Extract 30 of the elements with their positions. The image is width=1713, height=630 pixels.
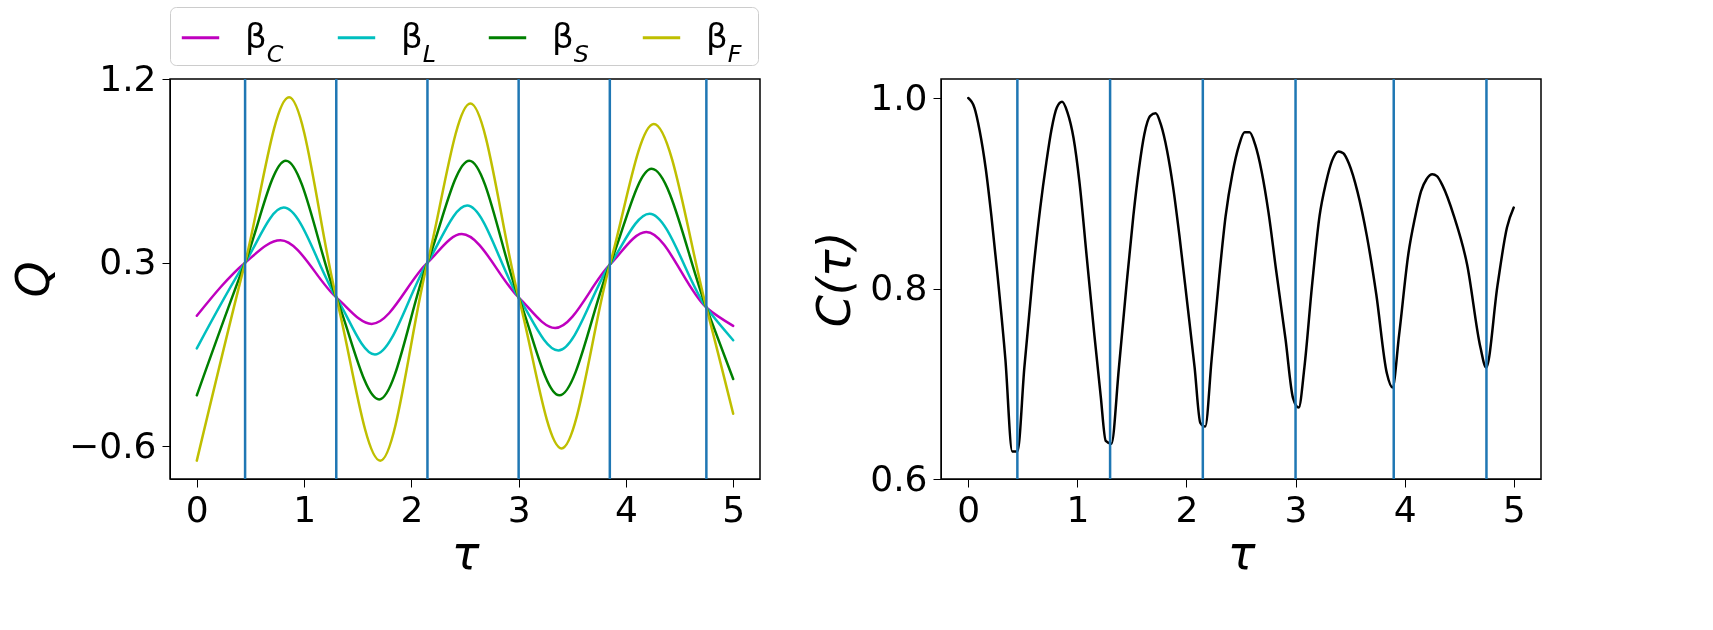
- x-tick-label: 4: [614, 488, 638, 530]
- y-tick-label: −0.6: [69, 424, 157, 466]
- x-tick-label: 5: [1502, 488, 1526, 530]
- x-tick-label: 4: [1393, 488, 1417, 530]
- x-tick-label: 2: [400, 488, 424, 530]
- line-series: [195, 96, 735, 462]
- y-tick-label: 0.8: [870, 267, 928, 309]
- y-axis-title: Q: [6, 261, 61, 298]
- x-tick-label: 1: [1066, 488, 1090, 530]
- x-tick-label: 2: [1175, 488, 1199, 530]
- y-axis-title: C(τ): [807, 231, 862, 328]
- line-series: [967, 96, 1515, 453]
- legend-label: β$_{F}$: [706, 15, 742, 68]
- x-tick-label: 5: [722, 488, 746, 530]
- y-tick-label: 1.0: [870, 76, 928, 118]
- x-axis-title: τ: [451, 525, 480, 580]
- y-tick-label: 0.3: [99, 241, 157, 283]
- legend-label: β$_{L}$: [401, 15, 436, 68]
- x-axis-title: τ: [1227, 525, 1256, 580]
- legend-label: β$_{C}$: [245, 15, 284, 68]
- x-tick-label: 1: [293, 488, 317, 530]
- y-tick-label: 1.2: [99, 57, 157, 99]
- x-tick-label: 3: [1284, 488, 1308, 530]
- x-tick-label: 0: [957, 488, 981, 530]
- y-tick-label: 0.6: [870, 457, 928, 499]
- line-series: [195, 230, 735, 330]
- line-series: [195, 204, 735, 356]
- x-tick-label: 3: [507, 488, 531, 530]
- legend-label: β$_{S}$: [552, 15, 589, 68]
- x-tick-label: 0: [185, 488, 209, 530]
